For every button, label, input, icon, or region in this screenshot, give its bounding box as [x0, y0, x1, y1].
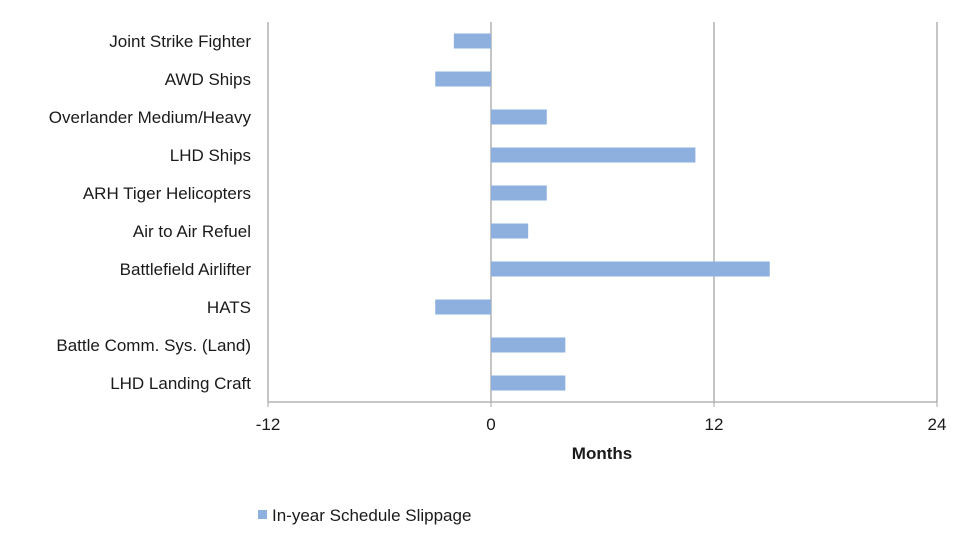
category-label: Battlefield Airlifter: [120, 260, 252, 279]
bar: [491, 223, 529, 239]
bar: [491, 375, 566, 391]
x-axis-title: Months: [572, 444, 632, 463]
category-label: HATS: [207, 298, 251, 317]
bar: [491, 109, 547, 125]
legend: In-year Schedule Slippage: [258, 506, 471, 525]
legend-swatch: [258, 510, 267, 519]
category-label: Air to Air Refuel: [133, 222, 251, 241]
grid-lines: [267, 22, 938, 402]
category-label: Battle Comm. Sys. (Land): [56, 336, 251, 355]
x-tick-label: 24: [928, 415, 947, 434]
bar: [491, 261, 770, 277]
x-tick-label: -12: [256, 415, 281, 434]
bar: [435, 299, 491, 315]
category-label: Overlander Medium/Heavy: [49, 108, 252, 127]
category-label: LHD Ships: [170, 146, 251, 165]
category-label: ARH Tiger Helicopters: [83, 184, 251, 203]
category-label: AWD Ships: [165, 70, 251, 89]
bar: [491, 337, 566, 353]
x-tick-label: 12: [705, 415, 724, 434]
legend-label: In-year Schedule Slippage: [272, 506, 471, 525]
bars: [435, 33, 770, 391]
bar: [453, 33, 491, 49]
category-label: Joint Strike Fighter: [109, 32, 251, 51]
category-labels: Joint Strike Fighter AWD Ships Overlander …: [49, 32, 252, 393]
x-tick-label: 0: [486, 415, 495, 434]
axes: [267, 401, 938, 407]
bar: [435, 71, 491, 87]
bar: [491, 147, 696, 163]
bar: [491, 185, 547, 201]
x-tick-labels: -12 0 12 24: [256, 415, 947, 434]
category-label: LHD Landing Craft: [110, 374, 251, 393]
